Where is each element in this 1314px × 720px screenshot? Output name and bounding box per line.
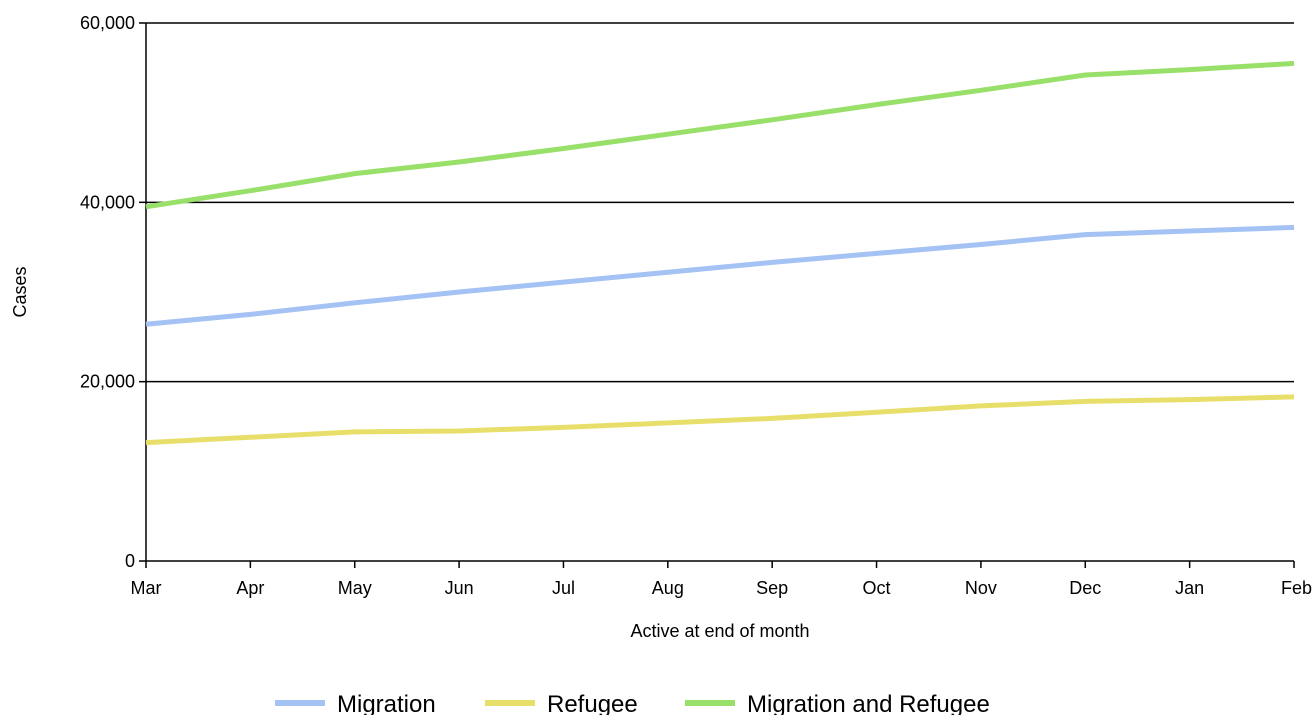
- legend: Migration Refugee Migration and Refugee: [275, 691, 990, 718]
- x-tick-label: Jul: [552, 578, 575, 598]
- y-tick-label: 0: [125, 551, 135, 571]
- x-tick-label: Jan: [1175, 578, 1204, 598]
- series-line: [145, 224, 1295, 327]
- x-axis-title: Active at end of month: [630, 621, 809, 641]
- x-tick-label: Aug: [652, 578, 684, 598]
- series-lines: [145, 60, 1295, 446]
- legend-label: Refugee: [547, 691, 638, 715]
- x-tick-label: Oct: [863, 578, 891, 598]
- y-axis-ticks: 0 20,000 40,000 60,000: [80, 13, 146, 571]
- x-tick-label: May: [338, 578, 372, 598]
- legend-label: Migration and Refugee: [747, 691, 990, 715]
- x-tick-label: Apr: [236, 578, 264, 598]
- gridlines: [146, 22, 1294, 383]
- axes: [145, 23, 1294, 562]
- series-line: [145, 394, 1295, 446]
- y-tick-label: 20,000: [80, 372, 135, 392]
- legend-label: Migration: [337, 691, 436, 715]
- series-line: [145, 60, 1295, 210]
- x-tick-label: Nov: [965, 578, 997, 598]
- x-tick-label: Jun: [445, 578, 474, 598]
- y-axis-title: Cases: [10, 266, 30, 317]
- x-tick-label: Sep: [756, 578, 788, 598]
- x-tick-label: Feb: [1281, 578, 1312, 598]
- x-tick-label: Mar: [131, 578, 162, 598]
- x-tick-label: Dec: [1069, 578, 1101, 598]
- y-tick-label: 40,000: [80, 192, 135, 212]
- x-axis-ticks: Mar Apr May Jun Jul Aug Sep Oct Nov Dec Jan Feb: [131, 561, 1312, 598]
- y-tick-label: 60,000: [80, 13, 135, 33]
